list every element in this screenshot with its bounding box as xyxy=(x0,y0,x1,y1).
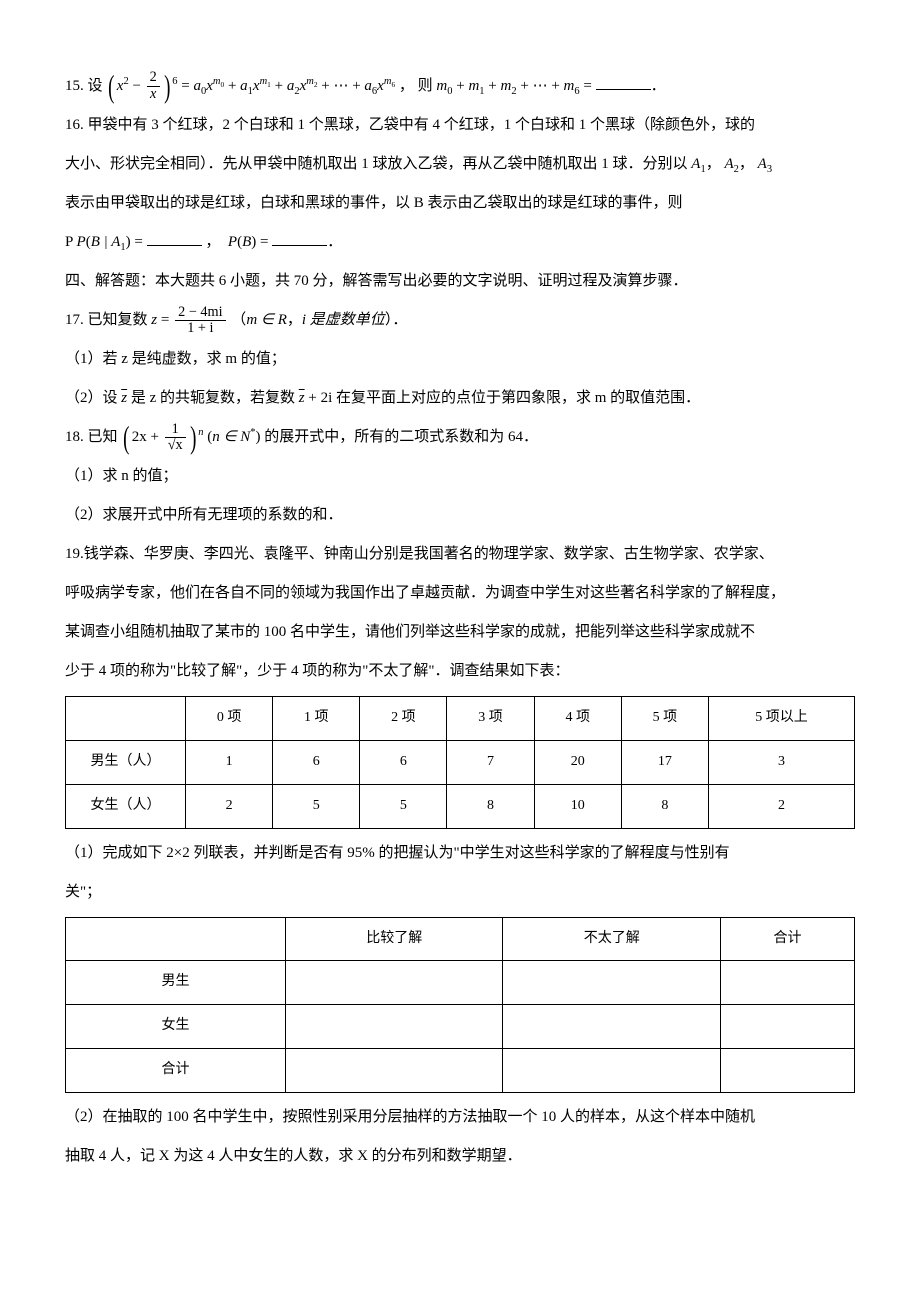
table-row: 0 项 1 项 2 项 3 项 4 项 5 项 5 项以上 xyxy=(66,697,855,741)
t2-r2c0: 合计 xyxy=(66,1049,286,1093)
t2-r0c3[interactable] xyxy=(720,961,854,1005)
section-4-header: 四、解答题：本大题共 6 小题，共 70 分，解答需写出必要的文字说明、证明过程… xyxy=(65,265,855,298)
q19-part1b: 关"； xyxy=(65,876,855,909)
q15-then: 则 xyxy=(418,78,437,94)
q17-part1: （1）若 z 是纯虚数，求 m 的值； xyxy=(65,343,855,376)
q19-table1: 0 项 1 项 2 项 3 项 4 项 5 项 5 项以上 男生（人） 1 6 … xyxy=(65,696,855,828)
t2-r1c2[interactable] xyxy=(503,1005,720,1049)
q15-prefix: 设 xyxy=(88,78,103,94)
t1-r1c3: 5 xyxy=(360,784,447,828)
q18-number: 18. xyxy=(65,429,84,445)
q16-number: 16. xyxy=(65,117,84,133)
q19-line3: 某调查小组随机抽取了某市的 100 名中学生，请他们列举这些科学家的成就，把能列… xyxy=(65,616,855,649)
t2-r0c1[interactable] xyxy=(286,961,503,1005)
t2-r1c3[interactable] xyxy=(720,1005,854,1049)
q19-part2a: （2）在抽取的 100 名中学生中，按照性别采用分层抽样的方法抽取一个 10 人… xyxy=(65,1101,855,1134)
q16-line2: 大小、形状完全相同）．先从甲袋中随机取出 1 球放入乙袋，再从乙袋中随机取出 1… xyxy=(65,148,855,181)
table-row: 男生（人） 1 6 6 7 20 17 3 xyxy=(66,741,855,785)
t2-r2c2[interactable] xyxy=(503,1049,720,1093)
t1-h0 xyxy=(66,697,186,741)
q19-line2: 呼吸病学专家，他们在各自不同的领域为我国作出了卓越贡献．为调查中学生对这些著名科… xyxy=(65,577,855,610)
question-16: 16. 甲袋中有 3 个红球，2 个白球和 1 个黑球，乙袋中有 4 个红球，1… xyxy=(65,109,855,142)
t1-r1c1: 2 xyxy=(186,784,273,828)
t1-r0c3: 6 xyxy=(360,741,447,785)
question-18: 18. 已知 (2x + 1√x)n (n ∈ N*) 的展开式中，所有的二项式… xyxy=(65,421,855,454)
table-row: 男生 xyxy=(66,961,855,1005)
q17-part2: （2）设 z 是 z 的共轭复数，若复数 z + 2i 在复平面上对应的点位于第… xyxy=(65,382,855,415)
q15-blank[interactable] xyxy=(596,75,651,90)
q16-line4: P P(B | A1) = ， P(B) = ． xyxy=(65,226,855,259)
t1-r1c0: 女生（人） xyxy=(66,784,186,828)
t1-r0c2: 6 xyxy=(273,741,360,785)
t1-h4: 3 项 xyxy=(447,697,534,741)
t1-r0c7: 3 xyxy=(708,741,854,785)
q16-blank2[interactable] xyxy=(272,231,327,246)
q18-part1: （1）求 n 的值； xyxy=(65,460,855,493)
t1-r1c5: 10 xyxy=(534,784,621,828)
t1-h1: 0 项 xyxy=(186,697,273,741)
question-17: 17. 已知复数 z = 2 − 4mi1 + i （m ∈ R，i 是虚数单位… xyxy=(65,304,855,337)
question-15: 15. 设 (x2 − 2x)6 = a0xm0 + a1xm1 + a2xm2… xyxy=(65,70,855,103)
t2-h1: 比较了解 xyxy=(286,917,503,961)
q18-part2: （2）求展开式中所有无理项的系数的和． xyxy=(65,499,855,532)
q17-number: 17. xyxy=(65,312,84,328)
t2-h2: 不太了解 xyxy=(503,917,720,961)
q19-table2: 比较了解 不太了解 合计 男生 女生 合计 xyxy=(65,917,855,1093)
t2-h3: 合计 xyxy=(720,917,854,961)
q16-line3: 表示由甲袋取出的球是红球，白球和黑球的事件，以 B 表示由乙袋取出的球是红球的事… xyxy=(65,187,855,220)
t1-h2: 1 项 xyxy=(273,697,360,741)
t2-r0c0: 男生 xyxy=(66,961,286,1005)
table-row: 女生 xyxy=(66,1005,855,1049)
t1-r1c2: 5 xyxy=(273,784,360,828)
t1-r0c0: 男生（人） xyxy=(66,741,186,785)
t1-h7: 5 项以上 xyxy=(708,697,854,741)
q19-line4: 少于 4 项的称为"比较了解"，少于 4 项的称为"不太了解"．调查结果如下表： xyxy=(65,655,855,688)
t1-h3: 2 项 xyxy=(360,697,447,741)
t1-r1c7: 2 xyxy=(708,784,854,828)
table-row: 女生（人） 2 5 5 8 10 8 2 xyxy=(66,784,855,828)
table-row: 比较了解 不太了解 合计 xyxy=(66,917,855,961)
t2-r1c1[interactable] xyxy=(286,1005,503,1049)
t2-r2c3[interactable] xyxy=(720,1049,854,1093)
t1-r0c1: 1 xyxy=(186,741,273,785)
q19-part2b: 抽取 4 人，记 X 为这 4 人中女生的人数，求 X 的分布列和数学期望． xyxy=(65,1140,855,1173)
t1-r0c6: 17 xyxy=(621,741,708,785)
t2-h0 xyxy=(66,917,286,961)
t1-h5: 4 项 xyxy=(534,697,621,741)
q19-part1a: （1）完成如下 2×2 列联表，并判断是否有 95% 的把握认为"中学生对这些科… xyxy=(65,837,855,870)
q19-number: 19. xyxy=(65,546,84,562)
q16-blank1[interactable] xyxy=(147,231,202,246)
t2-r2c1[interactable] xyxy=(286,1049,503,1093)
t1-r0c4: 7 xyxy=(447,741,534,785)
question-19: 19.钱学森、华罗庚、李四光、袁隆平、钟南山分别是我国著名的物理学家、数学家、古… xyxy=(65,538,855,571)
q16-line1: 甲袋中有 3 个红球，2 个白球和 1 个黑球，乙袋中有 4 个红球，1 个白球… xyxy=(88,117,756,133)
t1-r1c6: 8 xyxy=(621,784,708,828)
q15-number: 15. xyxy=(65,78,84,94)
t2-r1c0: 女生 xyxy=(66,1005,286,1049)
table-row: 合计 xyxy=(66,1049,855,1093)
t1-h6: 5 项 xyxy=(621,697,708,741)
t1-r0c5: 20 xyxy=(534,741,621,785)
t1-r1c4: 8 xyxy=(447,784,534,828)
q15-expression: (x2 − 2x)6 = a0xm0 + a1xm1 + a2xm2 + ⋯ +… xyxy=(106,78,399,94)
t2-r0c2[interactable] xyxy=(503,961,720,1005)
